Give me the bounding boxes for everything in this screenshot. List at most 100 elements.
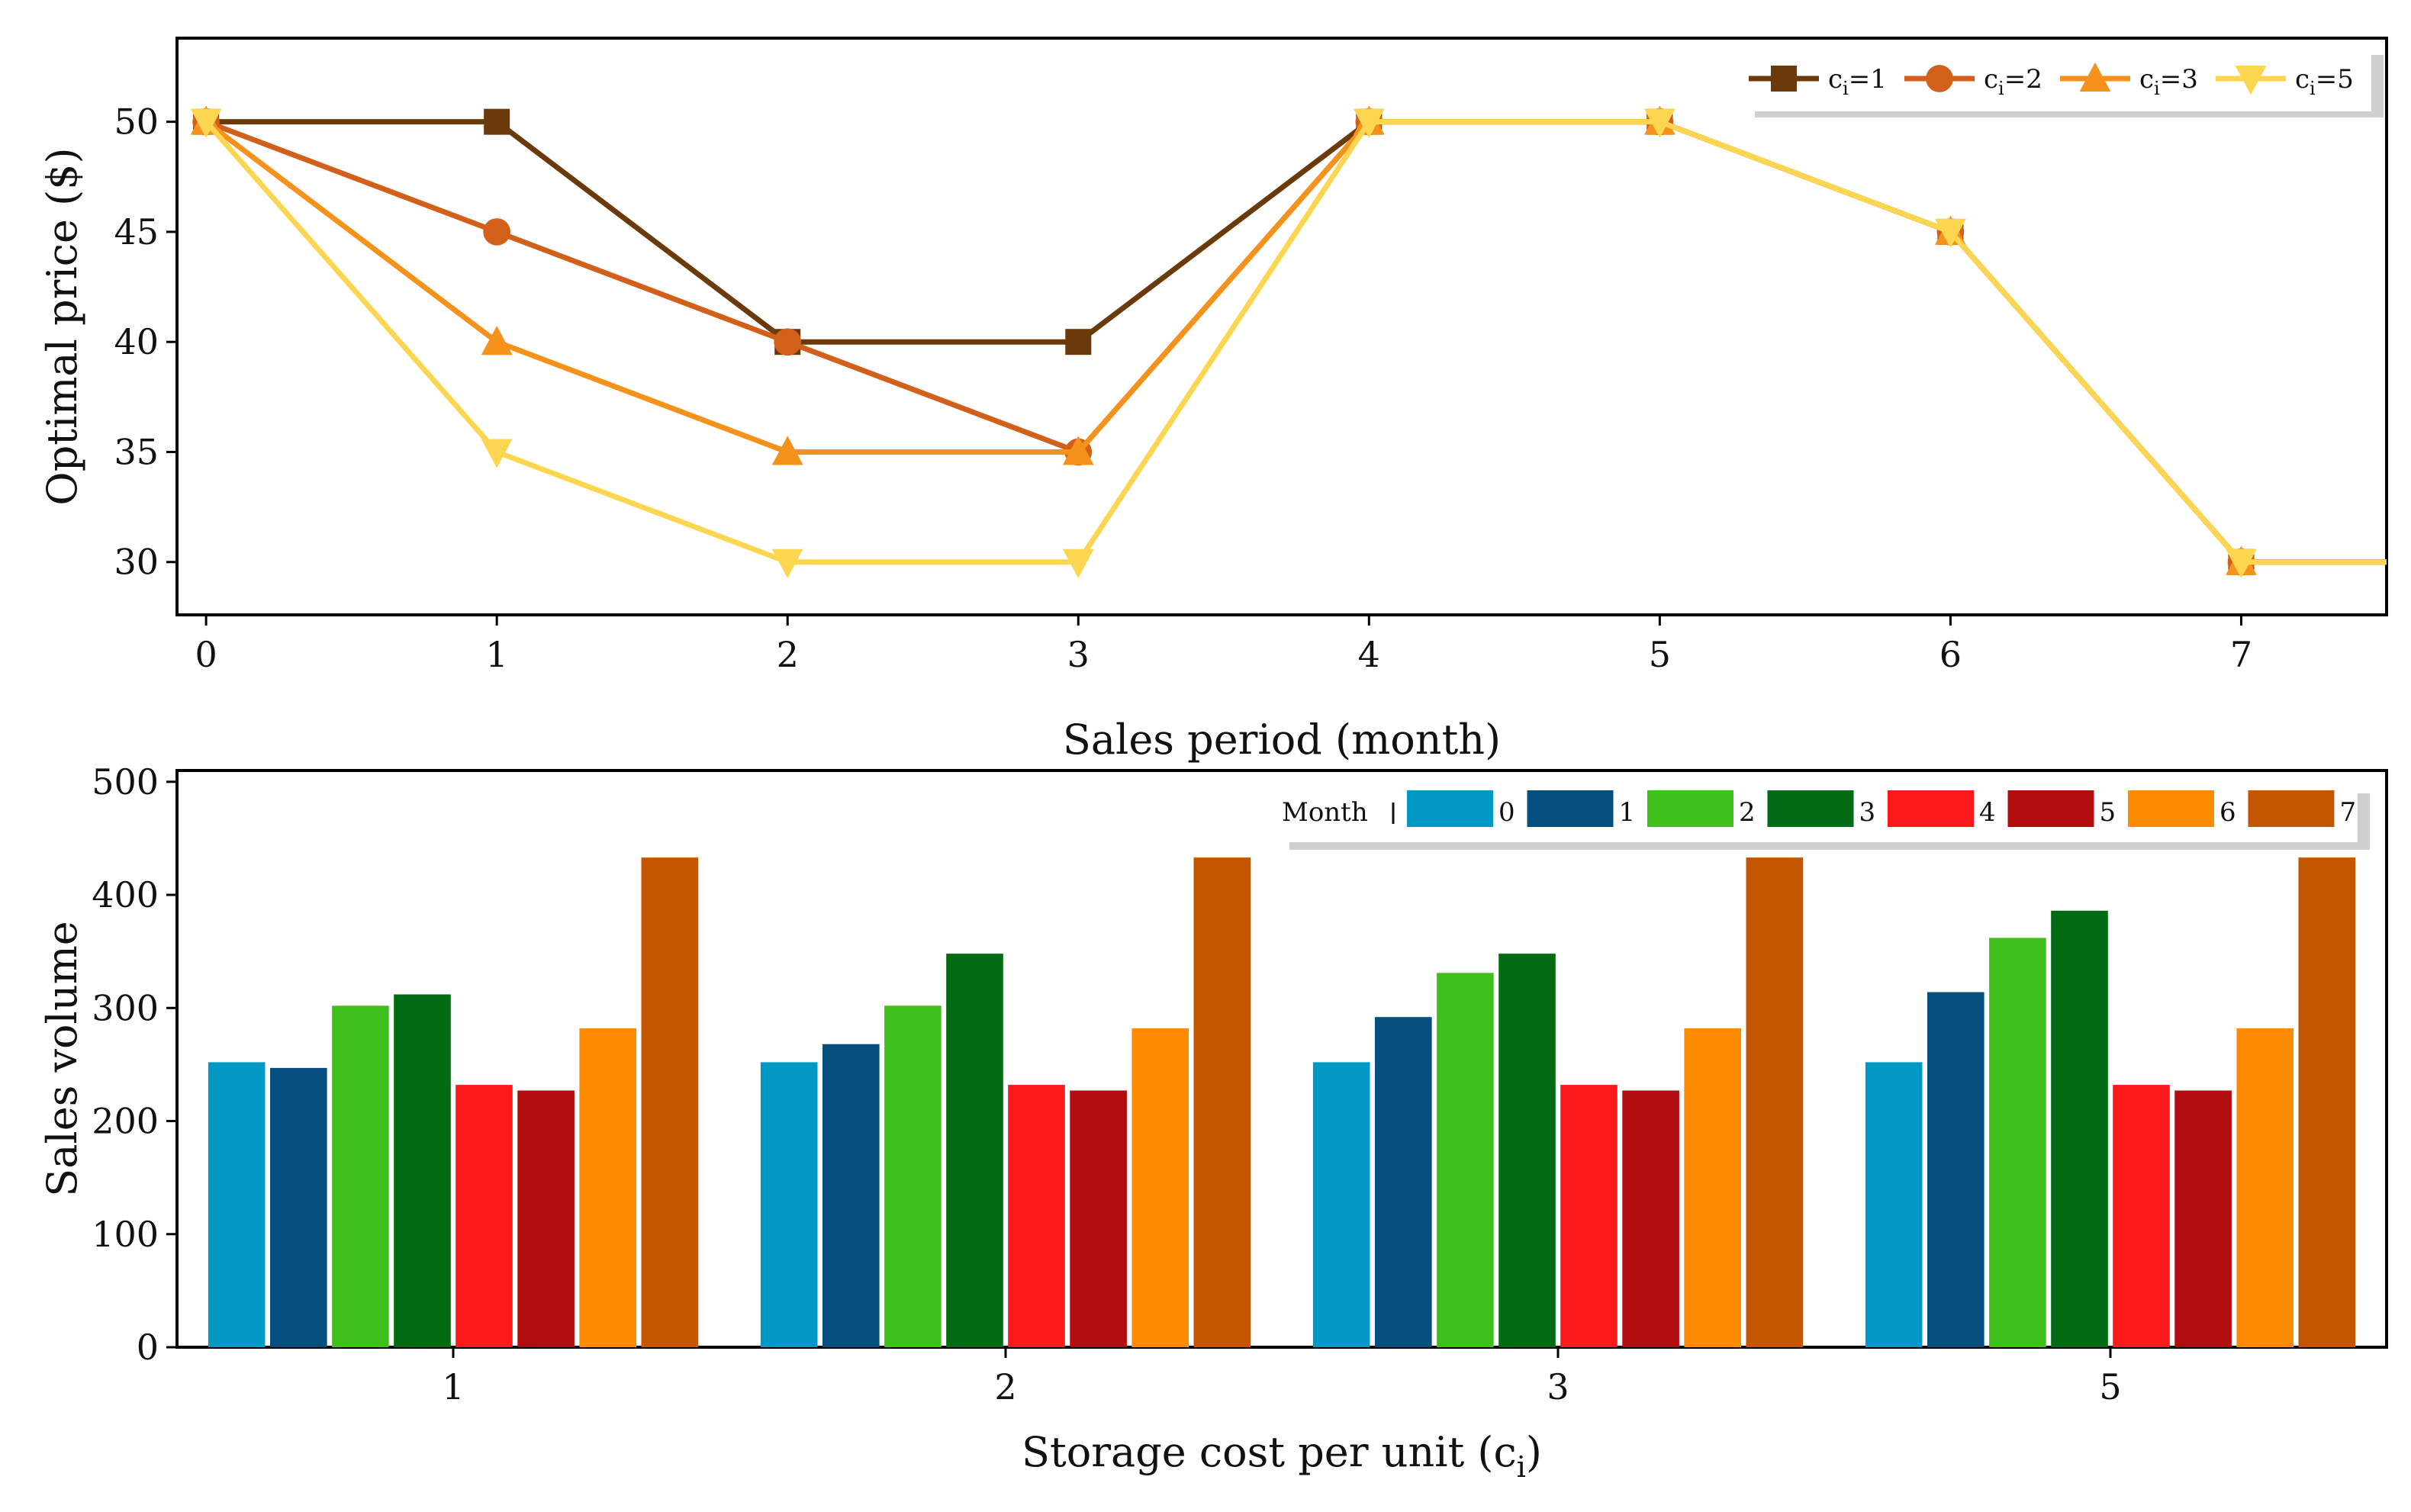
legend-swatch — [1767, 790, 1854, 827]
series-3 — [190, 105, 2387, 575]
data-point — [481, 325, 513, 355]
series-line — [206, 119, 2387, 565]
x-axis-title: Sales period (month) — [1063, 716, 1501, 764]
legend-marker — [2235, 66, 2267, 95]
bar — [1865, 1062, 1923, 1347]
legend-label: 4 — [1979, 797, 1996, 828]
data-point — [1062, 549, 1094, 578]
y-tick-label: 45 — [114, 211, 159, 253]
y-tick-label: 500 — [92, 761, 159, 803]
legend-swatch — [2007, 790, 2094, 827]
legend-item: ci=5 — [2216, 64, 2354, 99]
bar — [1312, 1062, 1370, 1347]
data-point — [1062, 436, 1094, 465]
legend-label-prefix: c — [1828, 64, 1843, 95]
legend-label-sub: i — [1998, 78, 2004, 99]
bar-chart: 0 100 200 300 400 500 1 2 3 5 Storage cost per uni… — [38, 761, 2388, 1484]
series-4 — [190, 108, 2387, 578]
bar — [1746, 857, 1804, 1347]
y-tick-label: 400 — [92, 874, 159, 915]
y-tick-label: 30 — [114, 542, 159, 583]
legend-label: ci=2 — [1984, 64, 2042, 99]
legend-swatch — [2128, 790, 2214, 827]
bar — [579, 1028, 636, 1347]
bar — [1498, 954, 1556, 1347]
legend-label-prefix: c — [2295, 64, 2310, 95]
legend-label: 6 — [2219, 797, 2236, 828]
x-axis-title-sub: i — [1517, 1450, 1526, 1484]
x-tick-label: 5 — [1649, 634, 1671, 675]
y-tick-label: 35 — [114, 431, 159, 472]
bar — [1927, 992, 1984, 1347]
data-point — [190, 108, 222, 138]
bar — [2051, 910, 2108, 1347]
y-tick-label: 0 — [137, 1327, 159, 1368]
legend-marker — [2079, 62, 2111, 92]
legend-label-sub: i — [2154, 78, 2160, 99]
bar — [2113, 1085, 2170, 1347]
legend-item: 2 — [1647, 790, 1756, 828]
data-point — [1643, 108, 1675, 138]
bar — [884, 1005, 942, 1347]
legend-label-sub: i — [2310, 78, 2316, 99]
y-tick-label: 50 — [114, 101, 159, 143]
series-1 — [193, 108, 2387, 575]
bar — [517, 1090, 575, 1347]
x-tick-label: 7 — [2230, 634, 2252, 675]
bar-plot-frame — [175, 769, 2388, 1349]
legend-swatch — [2248, 790, 2335, 827]
bar — [641, 857, 699, 1347]
y-tick-label: 200 — [92, 1101, 159, 1142]
x-tick-label: 5 — [2099, 1366, 2121, 1407]
legend-item: ci=2 — [1904, 64, 2042, 99]
legend-label-prefix: c — [1984, 64, 1998, 95]
bar — [455, 1085, 513, 1347]
x-tick-label: 1 — [442, 1366, 464, 1407]
legend-label: ci=3 — [2139, 64, 2198, 99]
legend-label: 2 — [1739, 797, 1756, 828]
bar — [2236, 1028, 2294, 1347]
x-axis-title-suffix: ) — [1526, 1428, 1542, 1476]
bar — [1193, 857, 1251, 1347]
bar — [1375, 1017, 1432, 1347]
data-point — [1065, 329, 1092, 355]
legend-marker — [1771, 66, 1797, 92]
series-line — [204, 119, 2387, 565]
data-point — [1935, 218, 1966, 249]
bar — [1560, 1085, 1618, 1347]
bar — [270, 1067, 327, 1347]
y-tick-label: 300 — [92, 987, 159, 1028]
line-plot-frame — [175, 37, 2388, 616]
bar — [1070, 1090, 1127, 1347]
legend-marker — [1926, 65, 1953, 92]
bar — [1622, 1090, 1679, 1347]
data-point — [481, 439, 513, 468]
bar — [1131, 1028, 1189, 1347]
legend-item: 3 — [1767, 790, 1876, 828]
legend-item: ci=1 — [1749, 64, 1887, 99]
legend-label: 1 — [1619, 797, 1636, 828]
series-line — [204, 119, 2387, 565]
line-legend: ci=1 ci=2 ci=3 ci=5 — [1743, 49, 2384, 117]
legend-swatch — [1407, 790, 1493, 827]
legend-label-suffix: =3 — [2160, 64, 2198, 95]
legend-label-suffix: =1 — [1849, 64, 1887, 95]
legend-item: 0 — [1407, 790, 1515, 828]
data-point — [1353, 108, 1385, 138]
data-point — [483, 218, 511, 246]
bar — [1437, 973, 1494, 1347]
legend-swatch — [1527, 790, 1614, 827]
y-tick-label: 40 — [114, 321, 159, 362]
legend-label: ci=1 — [1828, 64, 1887, 99]
bar — [2174, 1090, 2232, 1347]
bar — [946, 954, 1003, 1347]
legend-label: 3 — [1859, 797, 1876, 828]
bar — [1684, 1028, 1741, 1347]
x-tick-label: 2 — [994, 1366, 1016, 1407]
legend-item: 5 — [2007, 790, 2116, 828]
bar-legend: Month 0 1 2 3 4 5 6 7 — [1277, 786, 2370, 850]
x-axis-title: Storage cost per unit (ci) — [1022, 1428, 1542, 1484]
legend-label-suffix: =5 — [2316, 64, 2354, 95]
